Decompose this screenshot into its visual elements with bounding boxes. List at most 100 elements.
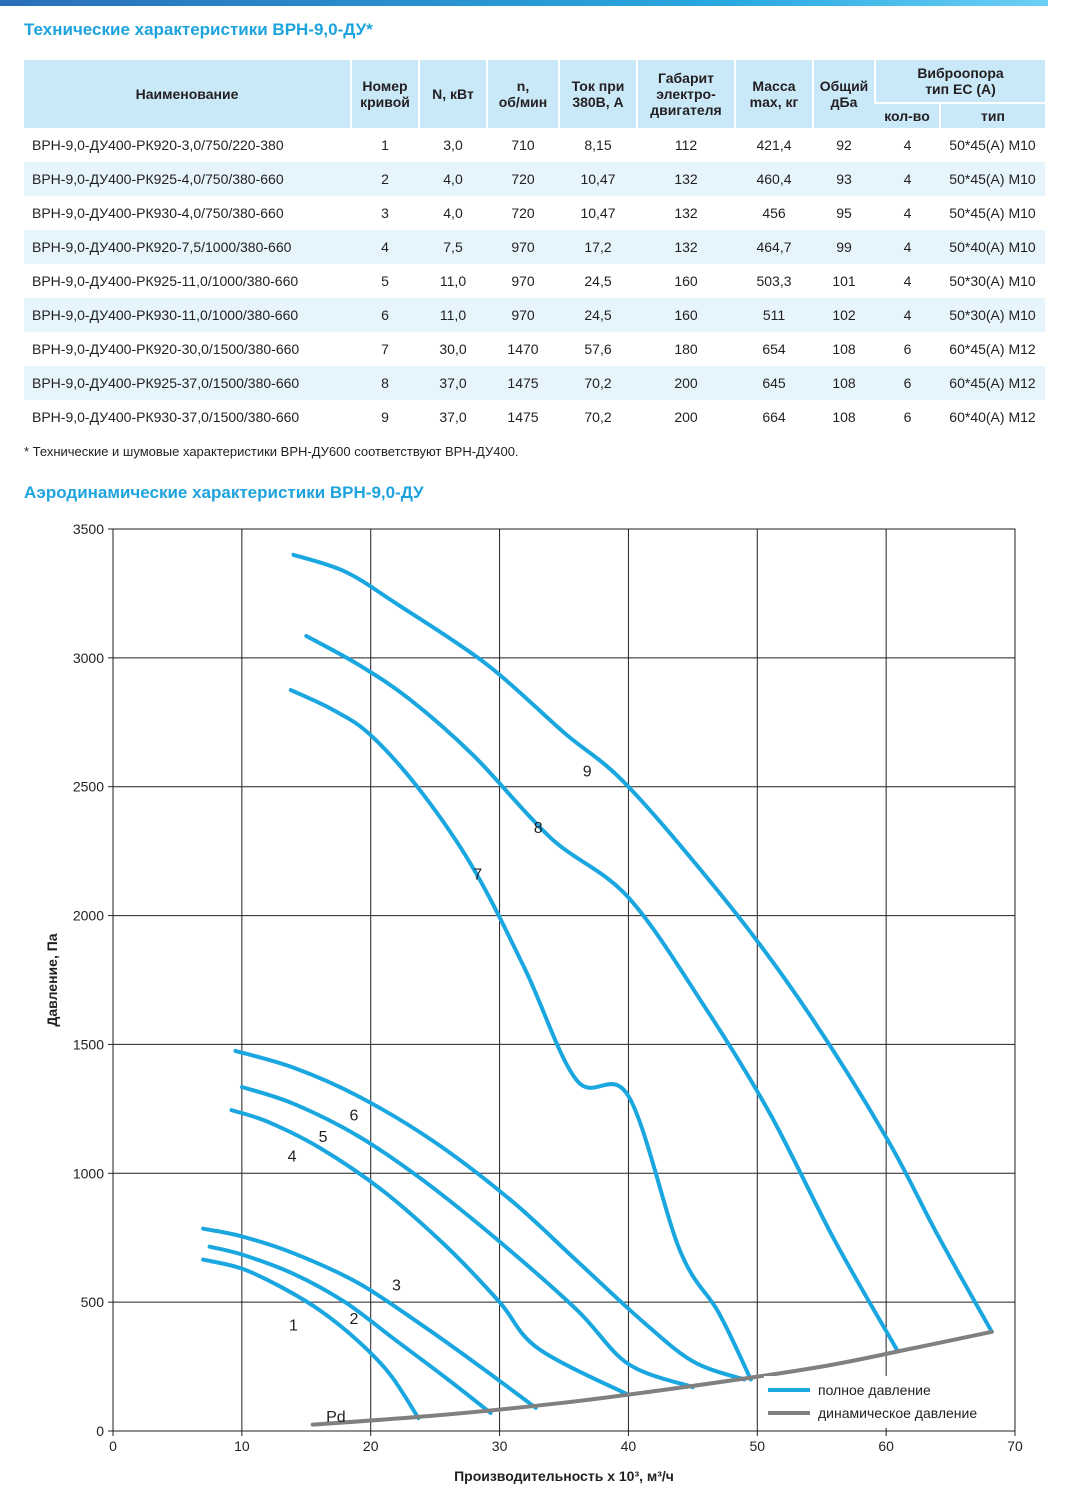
footnote: * Технические и шумовые характеристики В… [24,444,519,459]
table-cell: 503,3 [756,273,792,289]
table-row: ВРН-9,0-ДУ400-РК930-11,0/1000/380-660 6 11… [24,298,1045,332]
table-cell: 4,0 [443,205,463,221]
table-cell: 4 [903,273,912,289]
table-cell: 710 [511,137,535,153]
table-cell: ВРН-9,0-ДУ400-РК930-11,0/1000/380-660 [24,298,351,332]
y-tick-label: 500 [81,1294,105,1310]
table-cell: 95 [836,205,852,221]
spec-table: Наименование Номер кривой N, кВт n, об/мин… [24,60,1045,434]
curve-6-line [233,1048,747,1382]
spec-table-title: Технические характеристики ВРН-9,0-ДУ* [24,20,373,39]
plot-frame [112,528,1016,1432]
table-cell: 50*45(А) М10 [949,205,1036,221]
table-cell: 8,15 [584,137,612,153]
table-row: ВРН-9,0-ДУ400-РК925-11,0/1000/380-660 5 11… [24,264,1045,298]
y-tick-label: 2500 [73,779,104,795]
table-row: ВРН-9,0-ДУ400-РК930-37,0/1500/380-660 9 37… [24,400,1045,434]
x-tick-label: 60 [878,1438,894,1454]
table-cell: 112 [674,137,698,153]
table-cell: 60*45(А) М12 [940,366,1045,400]
table-cell: 6 [351,298,419,332]
header-rpm: n, об/мин [486,60,559,128]
table-cell: 37,0 [419,366,487,400]
table-cell: 421,4 [756,137,792,153]
header-curve-no: Номер кривой [350,60,419,128]
table-cell: ВРН-9,0-ДУ400-РК920-30,0/1500/380-660 [32,341,300,357]
table-cell: 1475 [487,366,559,400]
table-cell: ВРН-9,0-ДУ400-РК930-37,0/1500/380-660 [32,409,300,425]
x-axis-title: Производительность x 10³, м³/ч [454,1468,674,1484]
table-cell: 70,2 [584,409,612,425]
chart-curve-labels: 1 2 3 4 5 6 7 8 9 Pd [288,763,592,1426]
table-row: ВРН-9,0-ДУ400-РК920-7,5/1000/380-660 4 7,5… [24,230,1045,264]
table-cell: 970 [511,273,535,289]
table-cell: 4 [351,230,419,264]
table-cell: 132 [637,162,735,196]
table-cell: 108 [813,366,875,400]
table-cell: ВРН-9,0-ДУ400-РК920-7,5/1000/380-660 [24,230,351,264]
header-noise: Общий дБа [812,60,875,128]
table-cell: 1470 [507,341,539,357]
table-row: ВРН-9,0-ДУ400-РК925-37,0/1500/380-660 8 37… [24,366,1045,400]
table-cell: 664 [762,409,786,425]
table-cell: 37,0 [439,409,467,425]
curve-2-line [207,1244,493,1415]
table-cell: 50*30(А) М10 [940,298,1045,332]
table-cell: ВРН-9,0-ДУ400-РК925-37,0/1500/380-660 [24,366,351,400]
table-cell: ВРН-9,0-ДУ400-РК930-4,0/750/380-660 [32,205,284,221]
curve-4-line [229,1108,631,1397]
table-cell: 50*40(А) М10 [940,230,1045,264]
y-tick-label: 3500 [73,521,104,537]
table-row: ВРН-9,0-ДУ400-РК920-30,0/1500/380-660 7 30… [24,332,1045,366]
header-vibro: Виброопора тип ЕС (А) [874,60,1045,103]
table-cell: 3 [381,205,389,221]
x-tick-label: 50 [749,1438,765,1454]
aerodynamic-chart: 1 2 3 4 5 6 7 8 9 Pd 0 10 20 30 40 50 60 70 0 500 1000 1500 2… [44,521,1023,1484]
x-tick-label: 0 [109,1438,117,1454]
y-tick-label: 3000 [73,650,104,666]
y-tick-label: 2000 [73,908,104,924]
y-tick-label: 0 [96,1423,104,1439]
chart-axes: 0 10 20 30 40 50 60 70 0 500 1000 1500 2000 2500 3000 3… [44,521,1023,1484]
table-cell: 93 [813,162,875,196]
x-tick-label: 70 [1007,1438,1023,1454]
header-vibro-type: тип [939,102,1045,128]
table-cell: 970 [487,230,559,264]
top-accent-bar [0,0,1048,6]
table-cell: 6 [875,366,940,400]
table-row: ВРН-9,0-ДУ400-РК925-4,0/750/380-660 2 4,0 7… [24,162,1045,196]
table-cell: 99 [813,230,875,264]
table-cell: 10,47 [580,205,616,221]
table-cell: 160 [637,298,735,332]
table-cell: 24,5 [559,298,637,332]
header-current: Ток при 380В, А [558,60,637,128]
chart-legend: полное давление динамическое давление [764,1376,1012,1428]
curve-label-4: 4 [288,1149,297,1166]
table-cell: 1 [381,137,389,153]
curve-label-2: 2 [350,1311,359,1328]
table-cell: 108 [832,409,856,425]
table-cell: ВРН-9,0-ДУ400-РК925-11,0/1000/380-660 [32,273,299,289]
table-cell: 8 [351,366,419,400]
table-cell: 7 [381,341,389,357]
table-cell: 654 [762,341,786,357]
table-cell: ВРН-9,0-ДУ400-РК925-4,0/750/380-660 [24,162,351,196]
table-cell: 7,5 [419,230,487,264]
curve-3-line [201,1226,538,1410]
curve-label-8: 8 [534,820,543,837]
table-cell: 456 [762,205,786,221]
curve-label-1: 1 [289,1317,298,1334]
table-cell: 4 [875,298,940,332]
table-cell: 720 [487,162,559,196]
table-cell: 3,0 [443,137,463,153]
table-cell: 11,0 [419,298,487,332]
table-row: ВРН-9,0-ДУ400-РК920-3,0/750/220-380 1 3,0 7… [24,128,1045,162]
table-cell: 70,2 [559,366,637,400]
curve-5-line [239,1085,695,1390]
header-mass: Масса max, кг [734,60,813,128]
table-cell: 2 [351,162,419,196]
table-cell: 6 [903,409,912,425]
table-cell: 1475 [507,409,539,425]
table-cell: 50*45(А) М10 [949,137,1036,153]
table-cell: 24,5 [584,273,612,289]
